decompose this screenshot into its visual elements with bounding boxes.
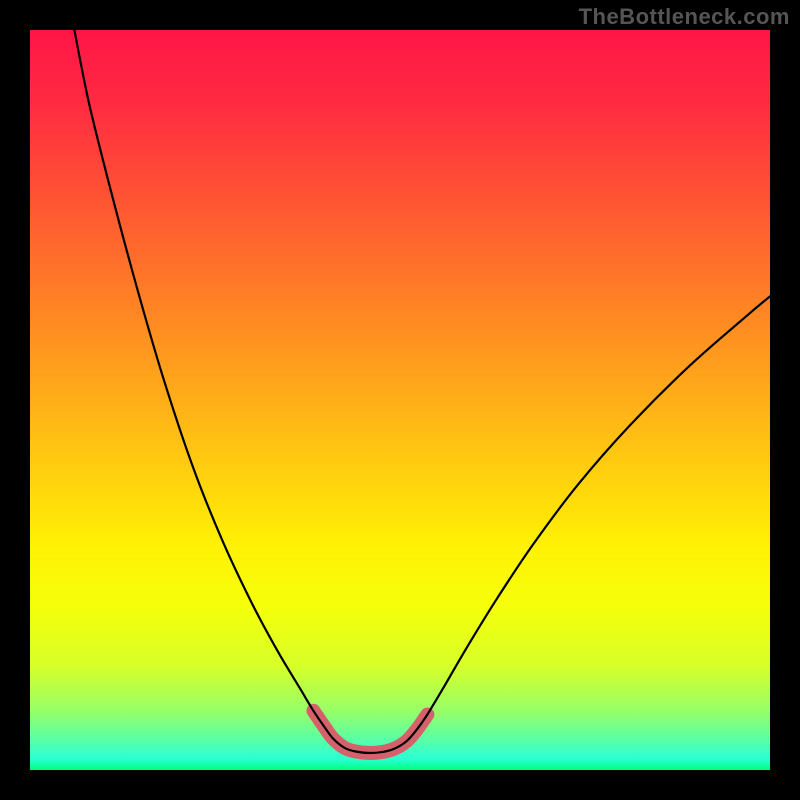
frame: TheBottleneck.com <box>0 0 800 800</box>
watermark-text: TheBottleneck.com <box>579 4 790 30</box>
bottleneck-chart <box>30 30 770 770</box>
gradient-background <box>30 30 770 770</box>
